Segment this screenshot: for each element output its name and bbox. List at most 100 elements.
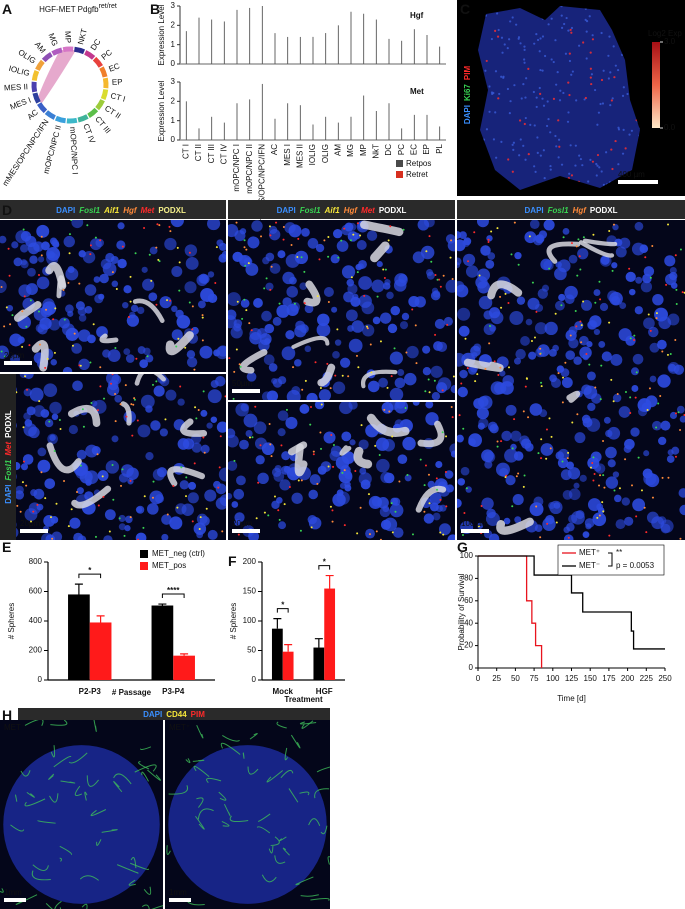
- transcript: [251, 436, 254, 439]
- nucleus: [268, 228, 281, 241]
- transcript: [598, 280, 601, 283]
- vessel: [67, 404, 101, 428]
- transcript: [679, 537, 682, 540]
- transcript: [129, 516, 132, 519]
- cd44-fiber: [32, 864, 49, 872]
- spot: [523, 61, 526, 64]
- transcript: [142, 526, 145, 529]
- nucleus: [638, 407, 648, 417]
- spot: [507, 158, 510, 161]
- spot: [549, 164, 552, 168]
- nucleus: [171, 329, 183, 341]
- nucleus: [586, 418, 601, 432]
- nucleus: [485, 259, 495, 269]
- transcript: [37, 310, 40, 313]
- nucleus: [494, 382, 507, 395]
- transcript: [124, 384, 127, 387]
- stain-name: Fosl1: [4, 459, 13, 480]
- spot: [589, 67, 592, 70]
- nucleus: [154, 494, 165, 504]
- transcript: [129, 275, 132, 278]
- transcript: [386, 386, 389, 389]
- transcript: [316, 482, 319, 485]
- vessel: [463, 358, 504, 372]
- nucleus: [476, 522, 484, 529]
- cluster-arc: [99, 66, 108, 78]
- nucleus: [318, 389, 332, 400]
- transcript: [233, 459, 236, 462]
- image-content: [0, 374, 226, 540]
- vessel: [71, 485, 112, 509]
- nucleus: [587, 371, 596, 381]
- spot: [600, 31, 603, 35]
- nucleus: [429, 492, 442, 505]
- transcript: [414, 324, 417, 327]
- transcript: [337, 256, 340, 259]
- vessel: [361, 369, 398, 389]
- spot: [497, 97, 500, 100]
- nucleus: [243, 413, 258, 428]
- transcript: [341, 471, 344, 474]
- image-content: [228, 402, 455, 540]
- transcript: [515, 475, 518, 478]
- nucleus: [598, 340, 606, 348]
- transcript: [79, 364, 82, 367]
- nucleus: [390, 305, 401, 316]
- nucleus: [582, 531, 590, 538]
- stain-name: Hgf: [573, 206, 588, 215]
- transcript: [398, 480, 401, 483]
- transcript: [21, 345, 24, 348]
- x-tick-label: 100: [546, 674, 560, 683]
- transcript: [203, 451, 206, 454]
- spot: [533, 124, 536, 127]
- nucleus: [555, 451, 565, 460]
- transcript: [562, 376, 565, 379]
- nucleus: [65, 304, 74, 314]
- nucleus: [462, 253, 476, 266]
- nucleus: [175, 309, 184, 319]
- nucleus: [657, 374, 671, 388]
- nucleus: [215, 497, 226, 510]
- transcript: [354, 469, 357, 472]
- transcript: [146, 355, 149, 358]
- transcript: [51, 537, 54, 540]
- vessel: [582, 238, 618, 247]
- nucleus: [376, 458, 390, 473]
- nucleus: [148, 292, 158, 302]
- x-tick-label: 225: [640, 674, 654, 683]
- transcript: [235, 221, 238, 224]
- nucleus: [306, 392, 318, 400]
- nucleus: [165, 389, 177, 401]
- nucleus: [619, 237, 631, 249]
- nucleus: [185, 257, 199, 270]
- panel-letter: G: [457, 539, 468, 555]
- transcript: [681, 291, 684, 294]
- nucleus: [145, 452, 154, 461]
- nucleus: [251, 220, 263, 232]
- nucleus: [554, 300, 565, 311]
- spot: [549, 131, 552, 134]
- transcript: [466, 367, 469, 370]
- transcript: [446, 323, 449, 326]
- nucleus: [457, 386, 468, 398]
- transcript: [267, 514, 270, 517]
- nucleus: [673, 364, 685, 375]
- spot: [506, 87, 510, 91]
- nucleus: [477, 280, 490, 294]
- nucleus: [37, 324, 48, 335]
- spot: [524, 158, 527, 161]
- nucleus: [198, 273, 209, 284]
- transcript: [312, 453, 315, 456]
- stain-name: PODXL: [158, 206, 186, 215]
- nucleus: [51, 413, 59, 421]
- nucleus: [615, 519, 626, 530]
- nucleus: [62, 366, 73, 372]
- transcript: [511, 505, 514, 508]
- vessel: [167, 466, 206, 487]
- nucleus: [478, 295, 493, 310]
- nucleus: [345, 309, 358, 322]
- transcript: [235, 348, 238, 351]
- nucleus: [394, 377, 406, 389]
- spot: [597, 111, 601, 114]
- nucleus: [436, 341, 448, 353]
